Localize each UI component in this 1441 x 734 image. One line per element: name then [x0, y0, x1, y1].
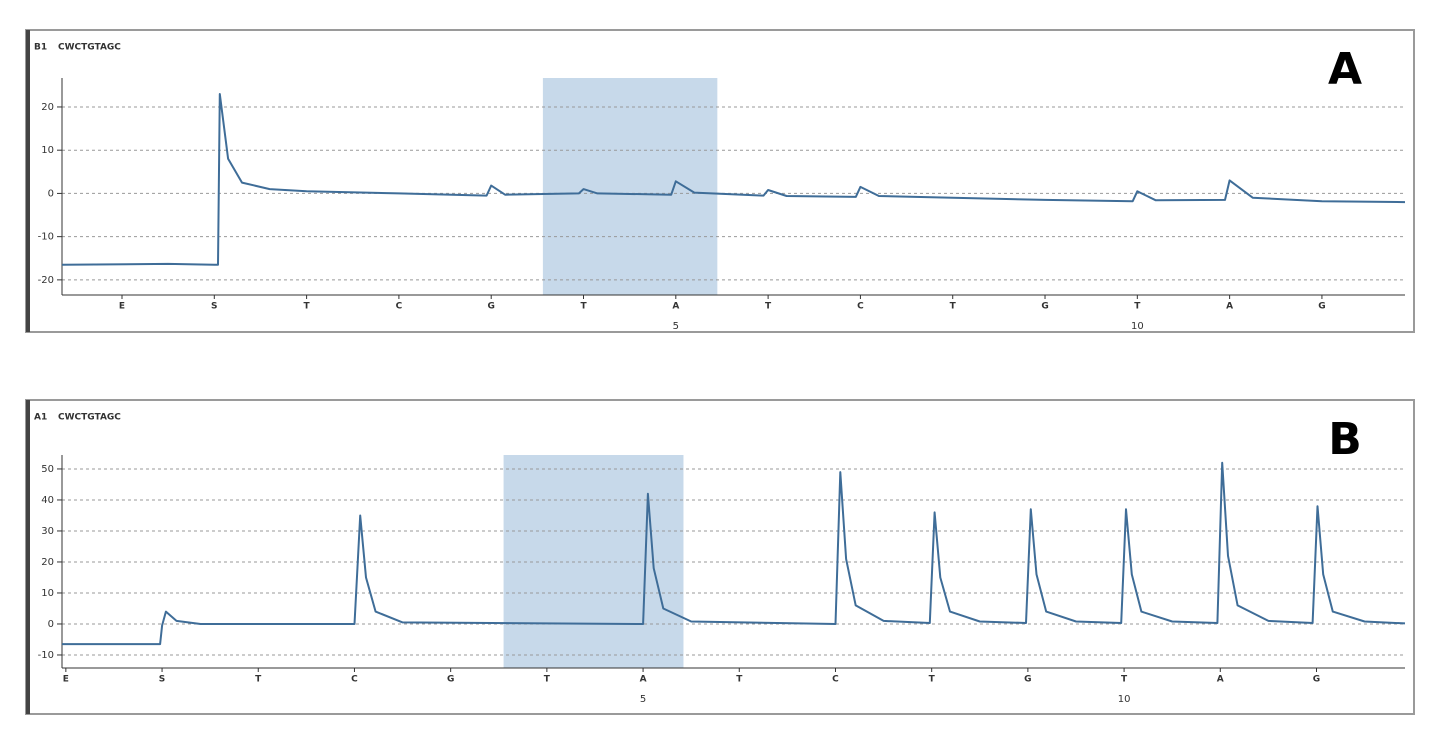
panel-title: A — [1328, 44, 1362, 95]
x-tick-label: C — [832, 675, 839, 685]
x-tick-label: T — [950, 302, 957, 312]
pyrogram-trace — [62, 461, 1406, 646]
position-number: 10 — [1118, 694, 1131, 705]
x-tick-label: T — [736, 675, 743, 685]
x-tick-label: G — [488, 302, 495, 312]
position-number: 10 — [1131, 321, 1144, 332]
sequence-label: CWCTGTAGC — [58, 43, 121, 53]
x-tick-label: T — [255, 675, 262, 685]
y-tick-label: -10 — [38, 650, 54, 661]
x-tick-label: E — [119, 302, 125, 312]
position-number: 5 — [640, 694, 646, 705]
x-tick-label: E — [63, 675, 69, 685]
x-tick-label: G — [1313, 675, 1320, 685]
position-number: 5 — [673, 321, 679, 332]
x-tick-label: T — [544, 675, 551, 685]
x-tick-label: T — [765, 302, 772, 312]
x-tick-label: C — [396, 302, 403, 312]
x-tick-label: C — [857, 302, 864, 312]
y-tick-label: 10 — [41, 588, 54, 599]
panel-frame — [25, 399, 1415, 715]
x-tick-label: C — [351, 675, 358, 685]
y-tick-label: 0 — [48, 188, 54, 199]
well-label: B1 — [34, 43, 47, 53]
y-tick-label: 20 — [41, 102, 54, 113]
pyrogram-trace — [61, 93, 1406, 266]
x-tick-label: A — [672, 302, 679, 312]
x-tick-label: T — [304, 302, 311, 312]
x-tick-label: T — [1121, 675, 1128, 685]
panel-frame — [25, 29, 1415, 333]
x-tick-label: S — [159, 675, 165, 685]
y-tick-label: 50 — [41, 464, 54, 475]
y-tick-label: -10 — [38, 232, 54, 243]
x-tick-label: G — [447, 675, 454, 685]
x-tick-label: S — [211, 302, 217, 312]
y-tick-label: -20 — [38, 275, 54, 286]
sequence-label: CWCTGTAGC — [58, 413, 121, 423]
highlight-region — [542, 78, 718, 295]
x-tick-label: A — [640, 675, 647, 685]
panel-title: B — [1328, 414, 1362, 465]
x-tick-label: T — [580, 302, 587, 312]
well-label: A1 — [34, 413, 47, 423]
x-tick-label: T — [1134, 302, 1141, 312]
y-tick-label: 0 — [48, 619, 54, 630]
y-tick-label: 10 — [41, 145, 54, 156]
y-tick-label: 20 — [41, 557, 54, 568]
y-tick-label: 30 — [41, 526, 54, 537]
y-tick-label: 40 — [41, 495, 54, 506]
x-tick-label: T — [929, 675, 936, 685]
x-tick-label: A — [1226, 302, 1233, 312]
x-tick-label: A — [1217, 675, 1224, 685]
x-tick-label: G — [1041, 302, 1048, 312]
x-tick-label: G — [1318, 302, 1325, 312]
x-tick-label: G — [1024, 675, 1031, 685]
